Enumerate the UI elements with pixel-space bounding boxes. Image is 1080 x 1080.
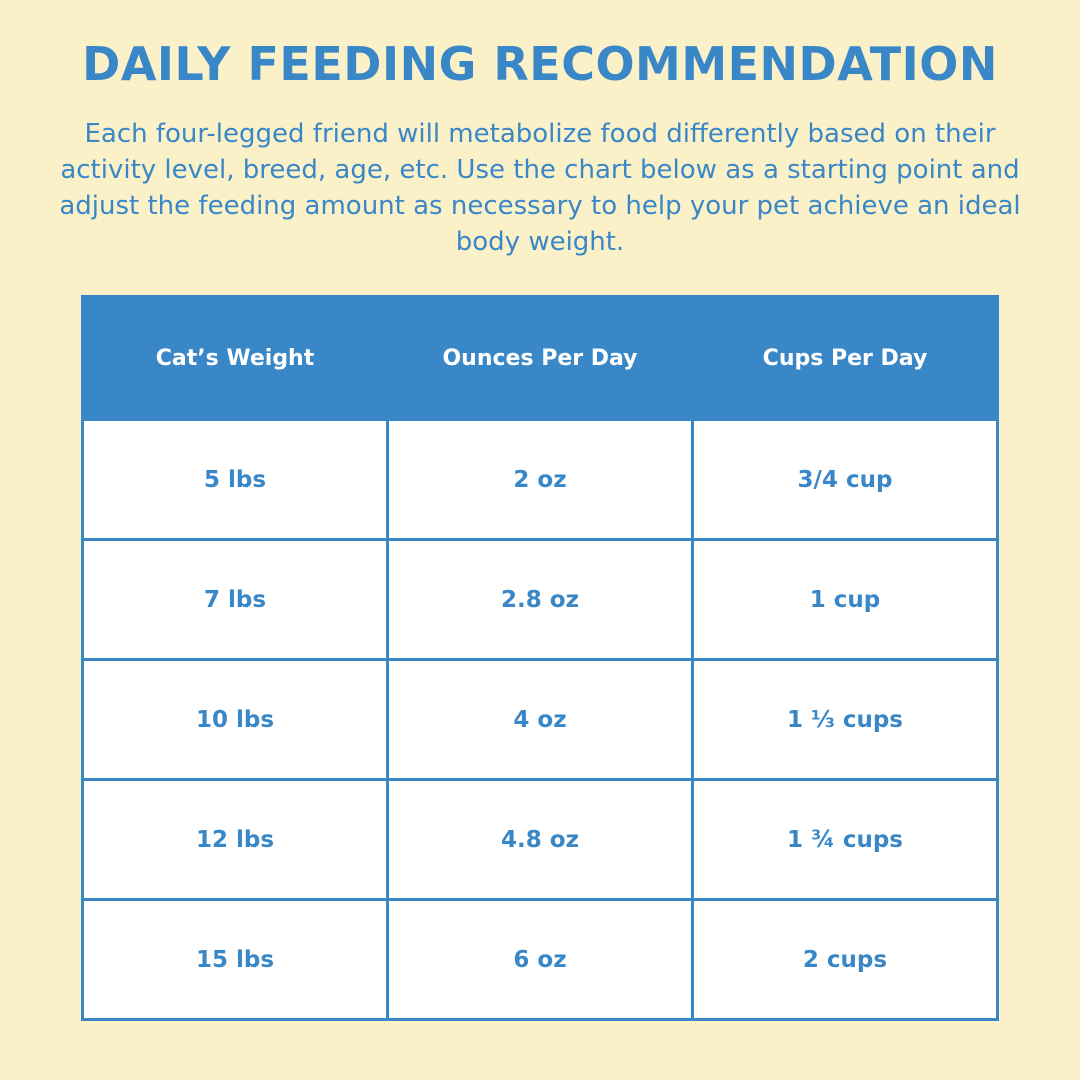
feeding-table: Cat’s Weight Ounces Per Day Cups Per Day… [81,295,999,1021]
page-title: DAILY FEEDING RECOMMENDATION [82,37,998,91]
table-row: 5 lbs 2 oz 3/4 cup [81,418,999,541]
cups-cell: 1 cup [691,538,999,661]
table-row: 15 lbs 6 oz 2 cups [81,898,999,1021]
weight-cell: 5 lbs [81,418,389,541]
weight-cell: 10 lbs [81,658,389,781]
table-row: 12 lbs 4.8 oz 1 ¾ cups [81,778,999,901]
table-row: 10 lbs 4 oz 1 ⅓ cups [81,658,999,781]
cups-cell: 1 ⅓ cups [691,658,999,781]
table-header: Cat’s Weight Ounces Per Day Cups Per Day [81,295,999,421]
weight-cell: 12 lbs [81,778,389,901]
table-body: 5 lbs 2 oz 3/4 cup 7 lbs 2.8 oz 1 cup 10… [81,418,999,1021]
cups-cell: 3/4 cup [691,418,999,541]
header-row: Cat’s Weight Ounces Per Day Cups Per Day [81,295,999,421]
ounces-cell: 2 oz [386,418,694,541]
column-header-cups: Cups Per Day [691,295,999,421]
intro-text: Each four-legged friend will metabolize … [59,119,1021,257]
table-row: 7 lbs 2.8 oz 1 cup [81,538,999,661]
cups-cell: 1 ¾ cups [691,778,999,901]
weight-cell: 15 lbs [81,898,389,1021]
ounces-cell: 2.8 oz [386,538,694,661]
ounces-cell: 4.8 oz [386,778,694,901]
ounces-cell: 6 oz [386,898,694,1021]
column-header-weight: Cat’s Weight [81,295,389,421]
column-header-ounces: Ounces Per Day [386,295,694,421]
cups-cell: 2 cups [691,898,999,1021]
ounces-cell: 4 oz [386,658,694,781]
weight-cell: 7 lbs [81,538,389,661]
